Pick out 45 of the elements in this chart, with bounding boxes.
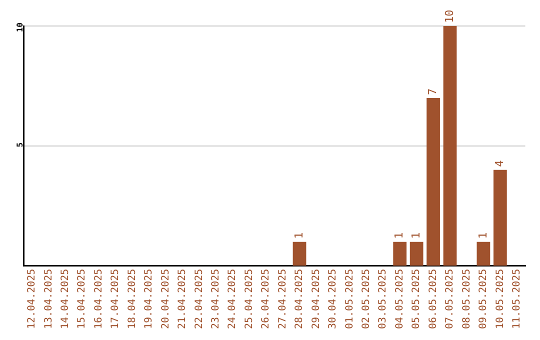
x-tick-label: 16.04.2025	[93, 268, 104, 330]
data-label: 7	[426, 88, 440, 95]
bar	[476, 242, 490, 266]
x-tick-label: 30.04.2025	[328, 268, 339, 330]
data-label: 1	[292, 232, 306, 239]
x-tick-label: 19.04.2025	[144, 268, 155, 330]
x-tick-label: 23.04.2025	[210, 268, 222, 330]
x-tick-label: 17.04.2025	[110, 268, 122, 330]
x-tick-label: 11.05.2025	[511, 268, 522, 330]
bar	[426, 98, 440, 266]
x-tick-label: 25.04.2025	[244, 268, 255, 330]
data-label: 1	[476, 232, 490, 239]
x-tick-label: 12.04.2025	[26, 268, 38, 330]
data-label: 1	[392, 232, 406, 239]
x-tick-label: 09.05.2025	[478, 268, 490, 330]
x-tick-label: 07.05.2025	[444, 268, 456, 330]
x-tick-label: 06.05.2025	[428, 268, 439, 330]
x-tick-label: 02.05.2025	[360, 268, 372, 330]
x-tick-label: 26.04.2025	[260, 268, 272, 330]
bar	[393, 242, 407, 266]
bar	[493, 170, 507, 266]
x-tick-label: 22.04.2025	[194, 268, 205, 330]
x-tick-label: 04.05.2025	[394, 268, 406, 330]
x-tick-label: 27.04.2025	[277, 268, 288, 330]
x-tick-label: 29.04.2025	[310, 268, 322, 330]
bar	[410, 242, 424, 266]
bar	[443, 26, 457, 266]
x-tick-label: 03.05.2025	[378, 268, 389, 330]
data-label: 10	[442, 10, 456, 23]
data-label: 1	[409, 232, 422, 239]
x-tick-label: 28.04.2025	[294, 268, 306, 330]
x-tick-label: 05.05.2025	[411, 268, 422, 330]
y-tick-label: 5	[16, 142, 25, 148]
data-label: 4	[493, 160, 506, 167]
bar	[292, 242, 306, 266]
x-tick-label: 18.04.2025	[126, 268, 138, 330]
x-tick-label: 15.04.2025	[76, 268, 88, 330]
x-tick-label: 01.05.2025	[344, 268, 356, 330]
x-tick-label: 14.04.2025	[60, 268, 71, 330]
x-tick-label: 08.05.2025	[461, 268, 472, 330]
x-tick-label: 20.04.2025	[160, 268, 172, 330]
x-tick-label: 24.04.2025	[227, 268, 238, 330]
x-tick-label: 21.04.2025	[177, 268, 188, 330]
x-tick-label: 13.04.2025	[43, 268, 54, 330]
x-tick-label: 10.05.2025	[494, 268, 506, 330]
